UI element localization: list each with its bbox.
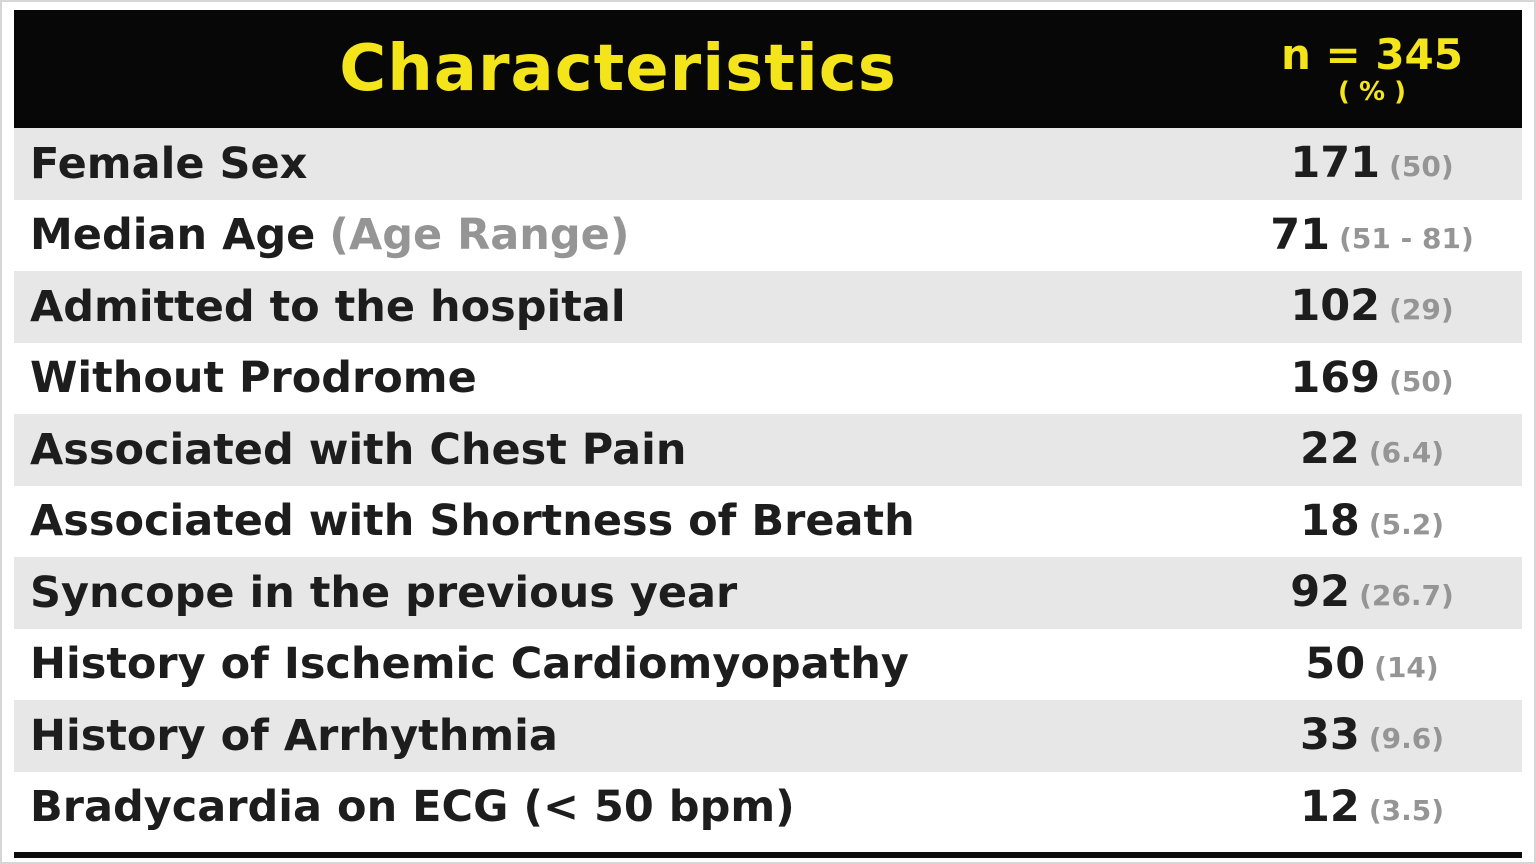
row-label: Syncope in the previous year (14, 568, 1222, 618)
row-value: 12 (1299, 781, 1360, 832)
row-label-text: Female Sex (30, 138, 308, 189)
row-value-note: (3.5) (1368, 793, 1445, 827)
row-value-cell: 71 (51 - 81) (1222, 209, 1522, 260)
table-header-row: Characteristics n = 345 ( % ) (14, 10, 1522, 128)
table-body: Female Sex 171 (50) Median Age (Age Rang… (14, 128, 1522, 843)
row-value-cell: 33 (9.6) (1222, 714, 1522, 757)
row-label: Without Prodrome (14, 353, 1222, 403)
row-label: Associated with Chest Pain (14, 425, 1222, 475)
row-label-text: Associated with Chest Pain (30, 424, 687, 475)
table-row: Female Sex 171 (50) (14, 128, 1522, 200)
sample-size-label: n = 345 (1280, 29, 1463, 79)
row-label-note: (Age Range) (329, 210, 630, 261)
row-value: 22 (1299, 424, 1360, 475)
row-label-text: Admitted to the hospital (30, 281, 626, 332)
header-n-cell: n = 345 ( % ) (1222, 10, 1522, 128)
row-value: 171 (1290, 138, 1381, 189)
table-row: Associated with Shortness of Breath 18 (… (14, 485, 1522, 557)
row-value-cell: 22 (6.4) (1222, 428, 1522, 471)
table-row: History of Arrhythmia 33 (9.6) (14, 700, 1522, 772)
percent-label: ( % ) (1338, 76, 1406, 107)
row-value-note: (14) (1374, 650, 1439, 684)
row-value-cell: 169 (50) (1222, 352, 1522, 403)
header-title-cell: Characteristics (14, 10, 1222, 128)
table-row: Syncope in the previous year 92 (26.7) (14, 557, 1522, 629)
row-value: 71 (1270, 209, 1331, 260)
row-value: 102 (1290, 281, 1381, 332)
table-row: Median Age (Age Range) 71 (51 - 81) (14, 199, 1522, 271)
row-value-note: (9.6) (1368, 722, 1445, 756)
table-row: Without Prodrome 169 (50) (14, 342, 1522, 414)
table-row: Admitted to the hospital 102 (29) (14, 271, 1522, 343)
row-label: Bradycardia on ECG (< 50 bpm) (14, 782, 1222, 832)
row-value-cell: 12 (3.5) (1222, 781, 1522, 832)
row-label: Female Sex (14, 139, 1222, 189)
row-value-cell: 50 (14) (1222, 638, 1522, 689)
row-value-note: (6.4) (1368, 436, 1445, 470)
row-value: 33 (1299, 710, 1360, 761)
table-row: Bradycardia on ECG (< 50 bpm) 12 (3.5) (14, 771, 1522, 843)
row-label: History of Arrhythmia (14, 711, 1222, 761)
row-label: Median Age (Age Range) (14, 210, 1222, 260)
table-row: History of Ischemic Cardiomyopathy 50 (1… (14, 628, 1522, 700)
row-value-cell: 18 (5.2) (1222, 495, 1522, 546)
row-value: 92 (1290, 567, 1351, 618)
row-label-text: History of Arrhythmia (30, 710, 558, 761)
row-value-note: (51 - 81) (1339, 221, 1474, 255)
row-label-text: Median Age (30, 210, 316, 261)
row-label-text: Associated with Shortness of Breath (30, 496, 915, 547)
table-bottom-rule (14, 852, 1522, 858)
row-value-note: (50) (1389, 364, 1454, 398)
row-value-cell: 102 (29) (1222, 285, 1522, 328)
row-value-cell: 171 (50) (1222, 142, 1522, 185)
row-label: Admitted to the hospital (14, 282, 1222, 332)
row-label-text: History of Ischemic Cardiomyopathy (30, 639, 909, 690)
row-value: 18 (1299, 495, 1360, 546)
table-title: Characteristics (339, 32, 897, 106)
row-value-note: (50) (1389, 150, 1454, 184)
row-value-note: (26.7) (1359, 579, 1454, 613)
row-label-text: Bradycardia on ECG (< 50 bpm) (30, 782, 795, 833)
row-value-note: (5.2) (1368, 507, 1445, 541)
row-label-text: Syncope in the previous year (30, 567, 738, 618)
row-label: Associated with Shortness of Breath (14, 496, 1222, 546)
row-value: 169 (1290, 352, 1381, 403)
row-value: 50 (1305, 638, 1366, 689)
row-label: History of Ischemic Cardiomyopathy (14, 639, 1222, 689)
table-row: Associated with Chest Pain 22 (6.4) (14, 414, 1522, 486)
row-value-note: (29) (1389, 293, 1454, 327)
row-value-cell: 92 (26.7) (1222, 571, 1522, 614)
row-label-text: Without Prodrome (30, 353, 477, 404)
